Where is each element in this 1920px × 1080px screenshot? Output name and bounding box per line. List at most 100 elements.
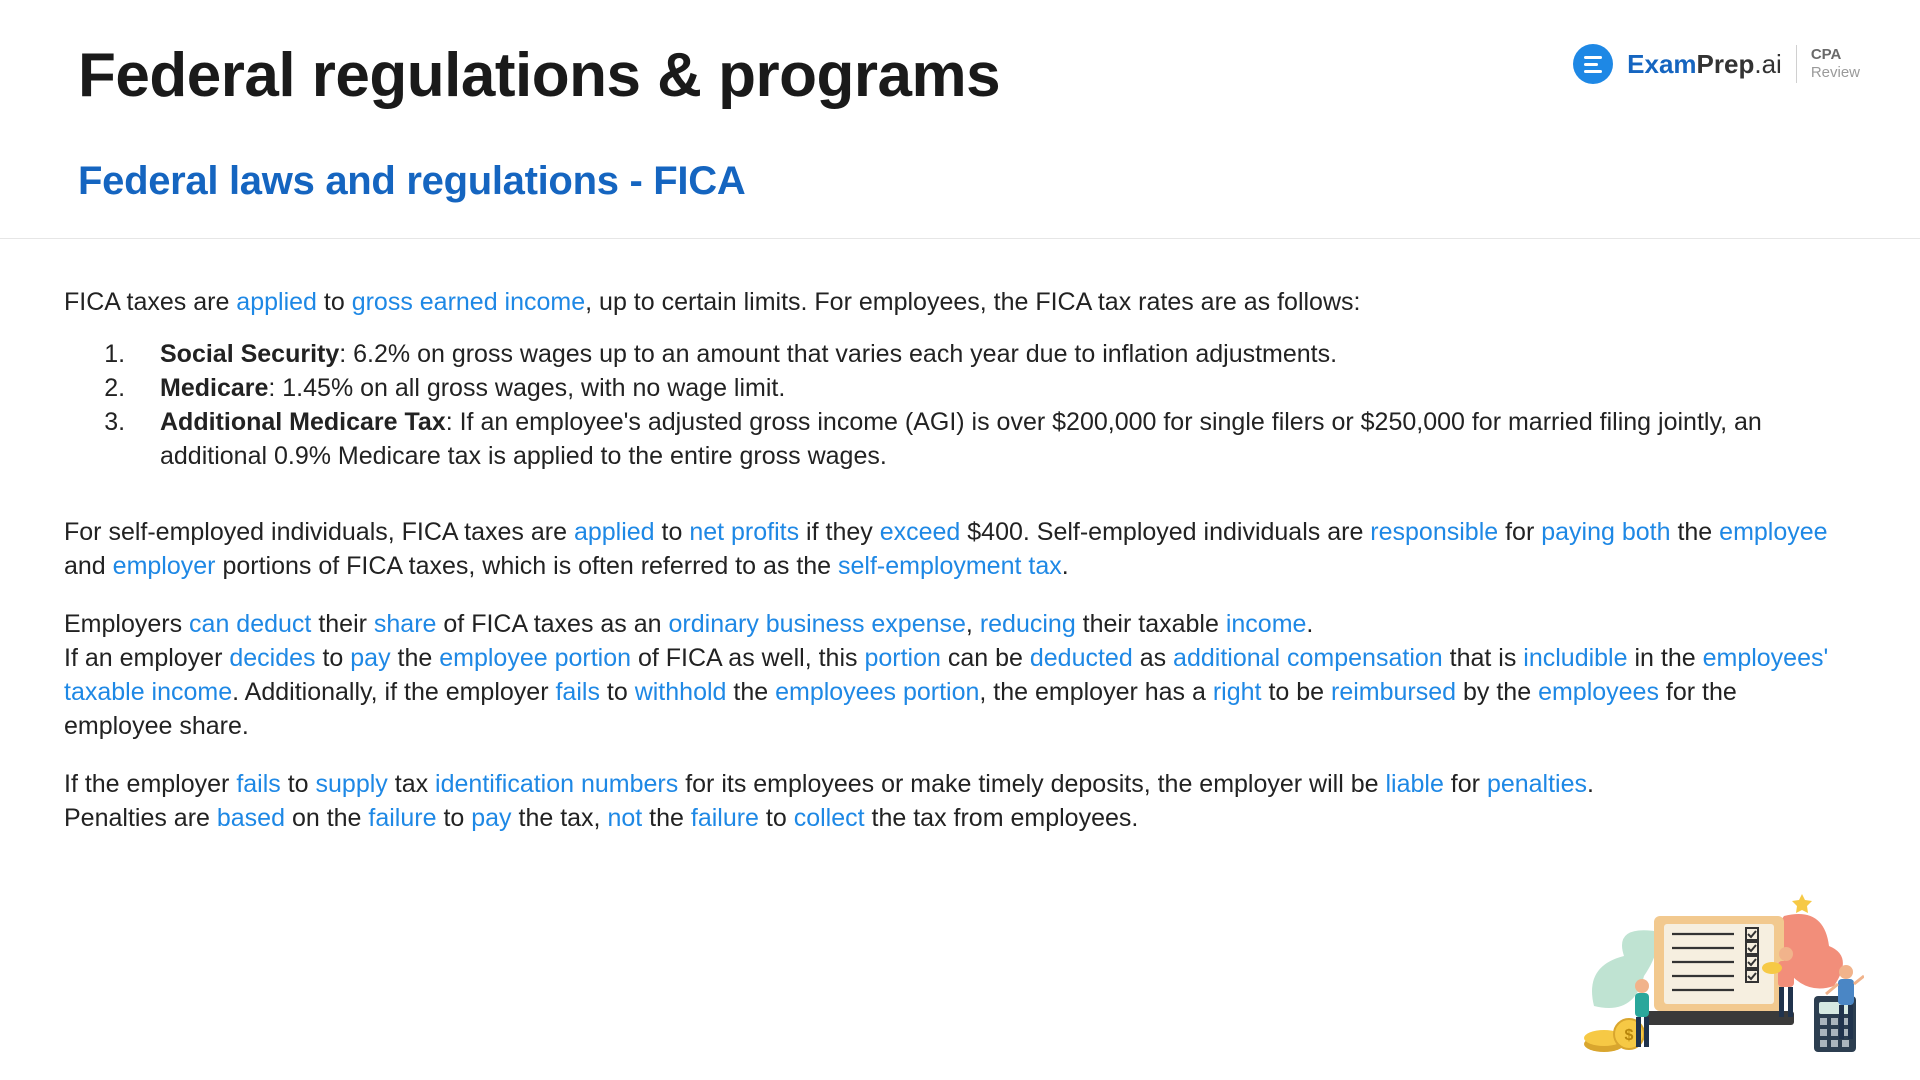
logo-word-prep: Prep (1697, 49, 1755, 79)
list-label: Additional Medicare Tax (160, 408, 446, 436)
logo-sub-top: CPA (1811, 46, 1860, 64)
highlight: employer (113, 552, 216, 580)
highlight: portion (864, 644, 940, 672)
text: . Additionally, if the employer (232, 678, 555, 706)
highlight: employees (1538, 678, 1659, 706)
highlight: deducted (1030, 644, 1133, 672)
text: in the (1628, 644, 1703, 672)
coins-icon: $ (1584, 1019, 1644, 1052)
text: to (759, 804, 794, 832)
highlight: employees portion (775, 678, 979, 706)
text: to (600, 678, 635, 706)
text: If the employer (64, 770, 236, 798)
highlight: ordinary business expense (669, 610, 966, 638)
slide-page: Federal regulations & programs ExamPrep.… (0, 0, 1920, 1080)
brand-logo: ExamPrep.ai CPA Review (1573, 40, 1860, 84)
text: . (1062, 552, 1069, 580)
highlight: additional compensation (1173, 644, 1443, 672)
highlight: decides (229, 644, 315, 672)
text: can be (941, 644, 1030, 672)
text: the tax, (512, 804, 608, 832)
tax-list: Social Security: 6.2% on gross wages up … (64, 337, 1852, 473)
text: their taxable (1076, 610, 1226, 638)
svg-text:$: $ (1625, 1027, 1634, 1044)
text: to (316, 644, 351, 672)
text: for (1444, 770, 1487, 798)
intro-paragraph: FICA taxes are applied to gross earned i… (64, 285, 1852, 319)
text: For self-employed individuals, FICA taxe… (64, 518, 574, 546)
list-item: Medicare: 1.45% on all gross wages, with… (132, 371, 1852, 405)
text: If an employer (64, 644, 229, 672)
text: of FICA taxes as an (436, 610, 668, 638)
text: , (966, 610, 980, 638)
text: the (1671, 518, 1720, 546)
text: to (655, 518, 690, 546)
text: Employers (64, 610, 189, 638)
highlight: identification numbers (435, 770, 678, 798)
list-item: Social Security: 6.2% on gross wages up … (132, 337, 1852, 371)
highlight: fails (555, 678, 599, 706)
self-employed-paragraph: For self-employed individuals, FICA taxe… (64, 515, 1852, 583)
text: the tax from employees. (865, 804, 1139, 832)
text: on the (285, 804, 368, 832)
highlight: withhold (635, 678, 727, 706)
list-text: : 1.45% on all gross wages, with no wage… (268, 374, 785, 402)
illustration-icon: $ (1574, 876, 1864, 1066)
text: FICA taxes are (64, 288, 236, 316)
text: to (317, 288, 352, 316)
text: and (64, 552, 113, 580)
text: $400. Self-employed individuals are (960, 518, 1370, 546)
text: their (311, 610, 374, 638)
star-icon (1792, 894, 1812, 913)
highlight: not (607, 804, 642, 832)
text: the (726, 678, 775, 706)
highlight: exceed (880, 518, 961, 546)
list-text: : 6.2% on gross wages up to an amount th… (339, 340, 1337, 368)
highlight: reimbursed (1331, 678, 1456, 706)
highlight: can deduct (189, 610, 311, 638)
highlight: reducing (980, 610, 1076, 638)
highlight: failure (691, 804, 759, 832)
highlight: liable (1385, 770, 1443, 798)
text: the (391, 644, 440, 672)
laptop-base (1644, 1011, 1794, 1025)
text: to (437, 804, 472, 832)
highlight: applied (236, 288, 317, 316)
text: if they (799, 518, 880, 546)
highlight: share (374, 610, 437, 638)
text: for (1498, 518, 1541, 546)
text: to (281, 770, 316, 798)
employer-pays-paragraph: If an employer decides to pay the employ… (64, 641, 1852, 743)
text: by the (1456, 678, 1538, 706)
logo-icon (1573, 44, 1613, 84)
list-label: Medicare (160, 374, 268, 402)
page-title: Federal regulations & programs (78, 40, 1000, 111)
list-label: Social Security (160, 340, 339, 368)
text: to be (1262, 678, 1332, 706)
penalties-paragraph: If the employer fails to supply tax iden… (64, 767, 1624, 835)
subtitle: Federal laws and regulations - FICA (0, 111, 1920, 204)
logo-subtitle: CPA Review (1811, 46, 1860, 82)
highlight: includible (1523, 644, 1627, 672)
highlight: collect (794, 804, 865, 832)
highlight: failure (368, 804, 436, 832)
highlight: responsible (1370, 518, 1498, 546)
employer-deduct-paragraph: Employers can deduct their share of FICA… (64, 607, 1852, 641)
list-item: Additional Medicare Tax: If an employee'… (132, 405, 1852, 473)
text: , up to certain limits. For employees, t… (585, 288, 1360, 316)
text: that is (1443, 644, 1524, 672)
highlight: pay (350, 644, 390, 672)
text: . (1306, 610, 1313, 638)
highlight: paying both (1541, 518, 1670, 546)
header: Federal regulations & programs ExamPrep.… (0, 0, 1920, 111)
highlight: supply (316, 770, 388, 798)
text: as (1133, 644, 1173, 672)
text: , the employer has a (979, 678, 1212, 706)
text: for its employees or make timely deposit… (678, 770, 1385, 798)
logo-sub-bottom: Review (1811, 64, 1860, 82)
body-content: FICA taxes are applied to gross earned i… (0, 239, 1920, 835)
highlight: based (217, 804, 285, 832)
highlight: net profits (689, 518, 799, 546)
highlight: self-employment tax (838, 552, 1062, 580)
text: of FICA as well, this (631, 644, 864, 672)
